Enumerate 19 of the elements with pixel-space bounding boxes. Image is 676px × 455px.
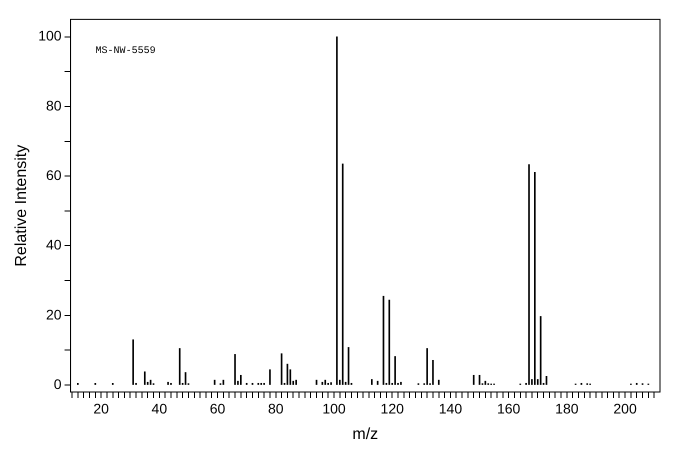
x-tick-label: 160: [496, 400, 521, 416]
y-tick-label: 80: [46, 97, 62, 114]
y-tick-label: 100: [38, 28, 62, 44]
y-tick-label: 40: [46, 236, 62, 253]
y-tick-label: 60: [46, 166, 62, 183]
x-tick-label: 200: [613, 400, 637, 416]
x-tick-label: 20: [93, 400, 110, 416]
y-tick-label: 20: [46, 306, 62, 322]
x-tick-label: 140: [438, 400, 462, 416]
x-tick-label: 120: [380, 400, 404, 416]
x-tick-label: 100: [322, 400, 346, 416]
x-tick-label: 60: [210, 400, 226, 416]
x-tick-label: 80: [268, 400, 284, 416]
x-axis-title: m/z: [352, 426, 378, 443]
y-axis-title: Relative Intensity: [13, 144, 30, 267]
x-tick-label: 180: [555, 400, 579, 416]
y-tick-label: 0: [54, 376, 62, 392]
annotation: MS-NW-5559: [96, 46, 156, 58]
x-tick-label: 40: [152, 400, 168, 416]
